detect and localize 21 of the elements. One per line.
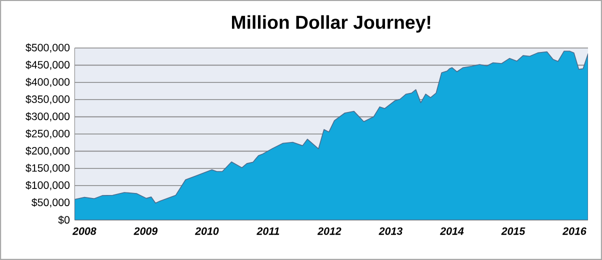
x-tick-label: 2008 xyxy=(72,227,96,235)
y-tick-label: $0 xyxy=(58,216,70,224)
y-tick-label: $500,000 xyxy=(26,43,70,53)
y-tick-label: $450,000 xyxy=(26,60,70,70)
x-tick-label: 2009 xyxy=(134,227,158,235)
y-tick-label: $50,000 xyxy=(32,198,70,208)
y-tick-label: $400,000 xyxy=(26,78,70,88)
y-tick-label: $100,000 xyxy=(26,180,70,190)
y-tick-label: $300,000 xyxy=(26,112,70,122)
y-tick-label: $150,000 xyxy=(26,164,70,174)
x-tick-label: 2014 xyxy=(440,227,464,235)
x-tick-label: 2013 xyxy=(378,227,402,235)
chart-title: Million Dollar Journey! xyxy=(232,15,430,33)
x-tick-label: 2015 xyxy=(501,227,526,235)
x-tick-label: 2011 xyxy=(256,227,280,235)
y-tick-label: $350,000 xyxy=(26,94,70,104)
x-tick-label: 2010 xyxy=(194,227,219,235)
y-tick-label: $250,000 xyxy=(26,129,70,139)
x-tick-label: 2016 xyxy=(562,227,586,235)
y-tick-label: $200,000 xyxy=(26,146,70,156)
x-tick-label: 2012 xyxy=(317,227,342,235)
